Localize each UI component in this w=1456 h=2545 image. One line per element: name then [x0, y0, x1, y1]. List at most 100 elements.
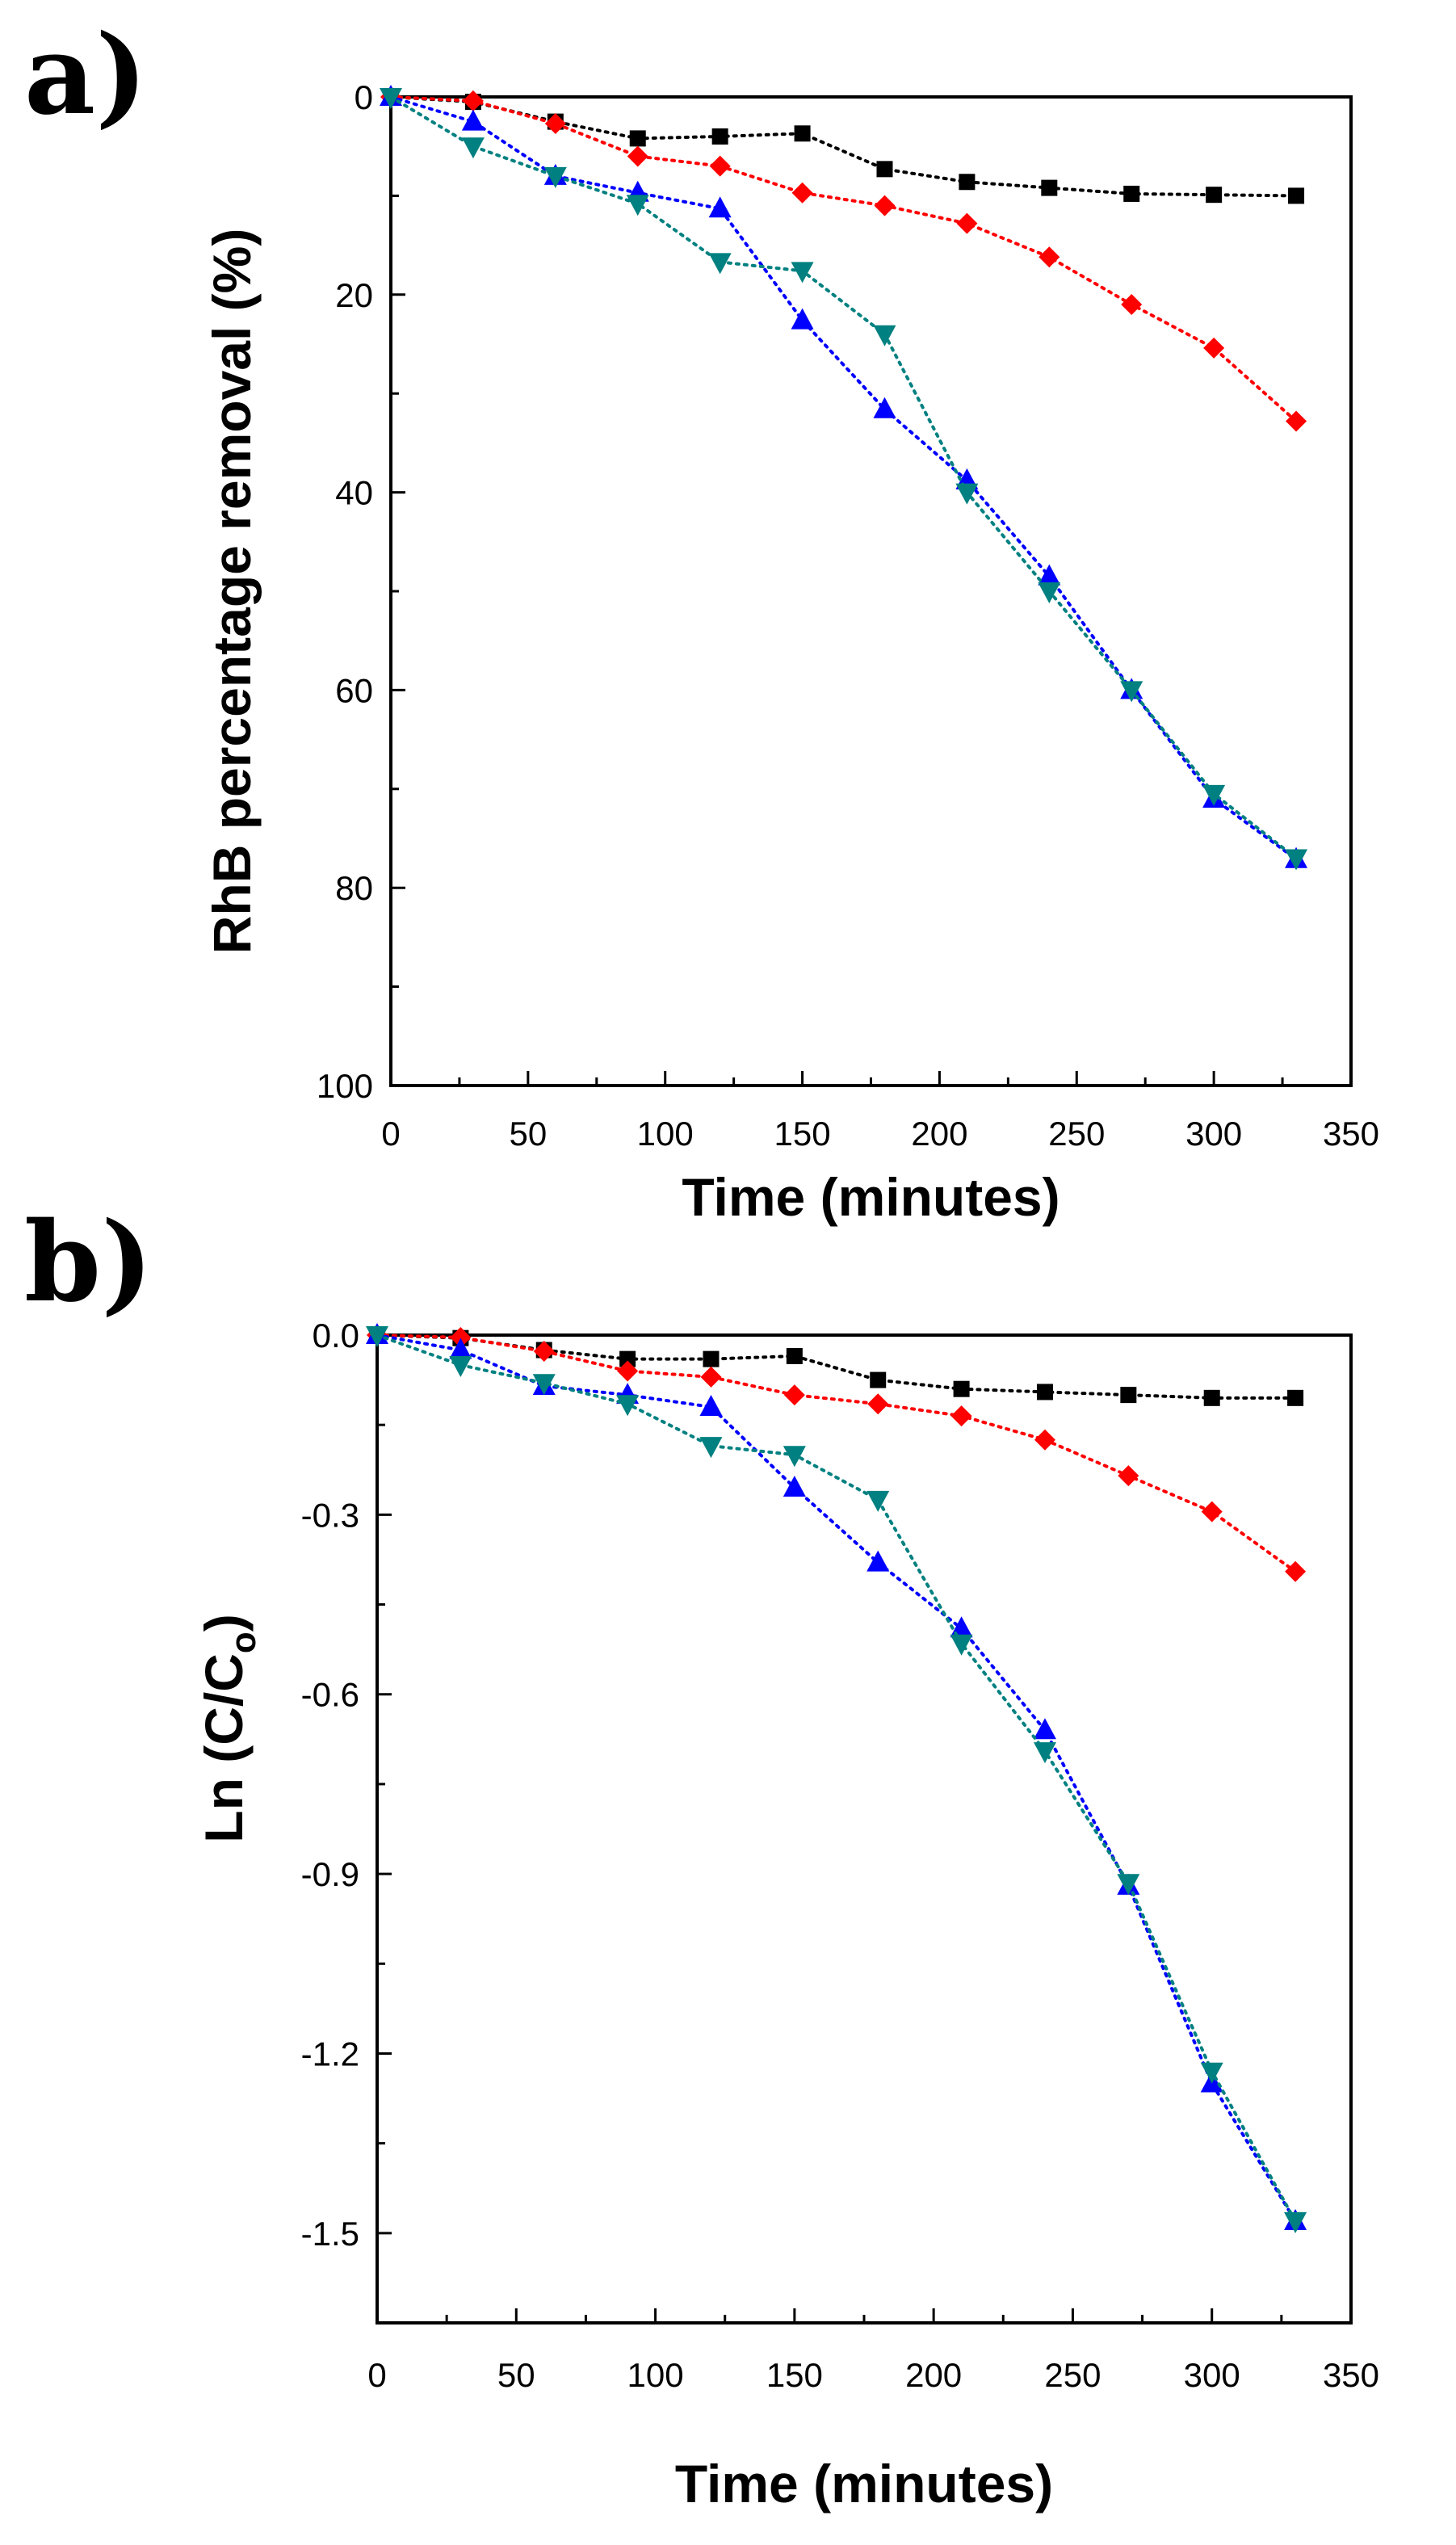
panel-a: a) 0 50 100 150 200 250 300 350 0 20 40 60 80 100 Time… — [24, 10, 1379, 1227]
y-tick-label-1-0: 0.0 — [313, 1317, 359, 1354]
series-markers-0-3 — [380, 88, 1308, 871]
x-axis-title-0: Time (minutes) — [682, 1167, 1059, 1227]
data-point-1-0-11 — [1287, 1389, 1304, 1406]
panel-b: b) 0 50 100 150 200 250 300 350 0.0 -0.3 -0.6 -0.9 -… — [24, 1198, 1379, 2514]
series-markers-1-1 — [367, 1325, 1307, 1582]
data-point-1-1-3 — [617, 1360, 639, 1382]
plot-frame-0 — [389, 95, 1353, 1087]
data-point-0-1-4 — [709, 155, 731, 177]
y-tick-label-0-0: 0 — [355, 78, 373, 116]
data-point-1-1-11 — [1285, 1560, 1307, 1582]
series-markers-0-0 — [383, 89, 1305, 204]
data-point-0-1-2 — [544, 113, 566, 135]
data-point-1-3-10 — [1200, 2062, 1223, 2084]
data-point-0-3-10 — [1202, 784, 1226, 806]
data-point-0-3-3 — [626, 195, 649, 216]
data-point-0-1-1 — [462, 90, 484, 111]
x-tick-label-0-7: 350 — [1323, 1115, 1379, 1153]
y-tick-label-1-1: -0.3 — [301, 1496, 359, 1534]
data-point-1-1-5 — [783, 1384, 805, 1406]
data-point-1-0-4 — [703, 1350, 720, 1367]
data-point-0-1-3 — [627, 145, 648, 167]
y-tick-label-0-1: 20 — [335, 276, 373, 314]
y-tick-label-0-5: 100 — [317, 1067, 373, 1105]
series-markers-0-1 — [380, 86, 1307, 432]
data-point-0-3-1 — [461, 137, 485, 159]
data-point-1-0-7 — [953, 1380, 970, 1397]
data-point-1-2-6 — [866, 1550, 890, 1572]
series-markers-1-3 — [366, 1326, 1307, 2233]
data-point-0-1-9 — [1121, 294, 1143, 316]
panel-b-label: b) — [24, 1198, 153, 1327]
data-point-1-1-1 — [450, 1326, 472, 1348]
data-point-0-3-8 — [1038, 582, 1061, 603]
series-line-0-2 — [389, 95, 1299, 861]
data-point-1-3-0 — [366, 1326, 388, 1347]
data-point-0-3-2 — [543, 166, 567, 188]
data-point-0-2-8 — [1038, 564, 1061, 586]
series-line-1-0 — [376, 1333, 1298, 1400]
y-tick-label-1-2: -0.6 — [301, 1676, 359, 1714]
data-point-0-0-7 — [959, 174, 976, 191]
y-axis-title-1: Ln (C/Co) — [194, 1614, 263, 1842]
data-point-1-2-8 — [1033, 1718, 1056, 1740]
data-point-0-2-6 — [873, 397, 896, 418]
x-tick-label-1-2: 100 — [627, 2356, 684, 2394]
data-point-1-2-1 — [449, 1338, 472, 1359]
plot-frame-1 — [376, 1333, 1353, 2325]
y-tick-label-0-2: 40 — [335, 474, 373, 512]
x-tick-label-0-3: 150 — [774, 1115, 831, 1153]
y-tick-label-1-4: -1.2 — [301, 2035, 359, 2073]
data-point-1-3-9 — [1117, 1874, 1140, 1896]
data-point-1-0-8 — [1036, 1384, 1053, 1401]
series-line-1-3 — [376, 1333, 1298, 2223]
y-axis-title-0: RhB percentage removal (%) — [202, 229, 262, 955]
data-point-0-3-4 — [708, 253, 732, 275]
panel-b-axes: 0 50 100 150 200 250 300 350 0.0 -0.3 -0.6 -0.9 -1.2… — [194, 1317, 1379, 2514]
x-tick-label-1-3: 150 — [766, 2356, 823, 2394]
x-tick-label-0-2: 100 — [637, 1115, 694, 1153]
x-axis-title-1: Time (minutes) — [675, 2454, 1053, 2514]
data-point-0-1-10 — [1203, 337, 1225, 359]
data-point-0-2-1 — [461, 109, 485, 131]
y-tick-label-1-5: -1.5 — [301, 2215, 359, 2253]
data-point-1-1-2 — [533, 1341, 555, 1363]
x-tick-label-1-6: 300 — [1184, 2356, 1240, 2394]
series-line-1-2 — [376, 1333, 1298, 2223]
data-point-1-1-7 — [950, 1405, 972, 1427]
data-point-1-2-4 — [699, 1394, 723, 1416]
x-tick-label-0-5: 250 — [1048, 1115, 1105, 1153]
data-point-0-3-6 — [873, 325, 896, 346]
series-line-0-1 — [389, 95, 1299, 423]
data-point-0-3-0 — [380, 88, 402, 109]
series-line-0-0 — [389, 95, 1299, 198]
x-tick-label-1-4: 200 — [905, 2356, 962, 2394]
x-tick-label-0-6: 300 — [1185, 1115, 1242, 1153]
data-point-0-1-5 — [791, 182, 813, 204]
data-point-0-0-10 — [1206, 187, 1223, 204]
data-point-1-2-5 — [783, 1476, 806, 1497]
series-markers-0-2 — [380, 85, 1308, 868]
data-point-0-0-5 — [794, 125, 811, 142]
data-point-1-0-6 — [870, 1371, 887, 1388]
data-point-0-2-4 — [708, 196, 732, 218]
data-point-0-3-9 — [1120, 681, 1143, 703]
data-point-0-2-5 — [791, 308, 814, 330]
data-point-0-3-11 — [1285, 849, 1308, 871]
x-tick-label-1-1: 50 — [497, 2356, 535, 2394]
x-tick-label-1-5: 250 — [1044, 2356, 1101, 2394]
data-point-1-3-8 — [1033, 1742, 1056, 1764]
data-point-0-3-5 — [791, 262, 814, 283]
data-point-1-3-3 — [616, 1395, 640, 1417]
panel-a-axes: 0 50 100 150 200 250 300 350 0 20 40 60 80 100 Time (m… — [202, 78, 1379, 1227]
data-point-1-1-4 — [700, 1366, 722, 1388]
y-tick-label-0-3: 60 — [335, 671, 373, 709]
data-point-1-3-1 — [449, 1356, 472, 1378]
data-point-1-1-8 — [1034, 1429, 1055, 1451]
data-point-0-0-3 — [629, 130, 646, 147]
data-point-1-1-6 — [867, 1393, 889, 1415]
x-tick-label-0-1: 50 — [509, 1115, 547, 1153]
data-point-1-3-4 — [699, 1437, 723, 1459]
y-tick-label-0-4: 80 — [335, 869, 373, 907]
